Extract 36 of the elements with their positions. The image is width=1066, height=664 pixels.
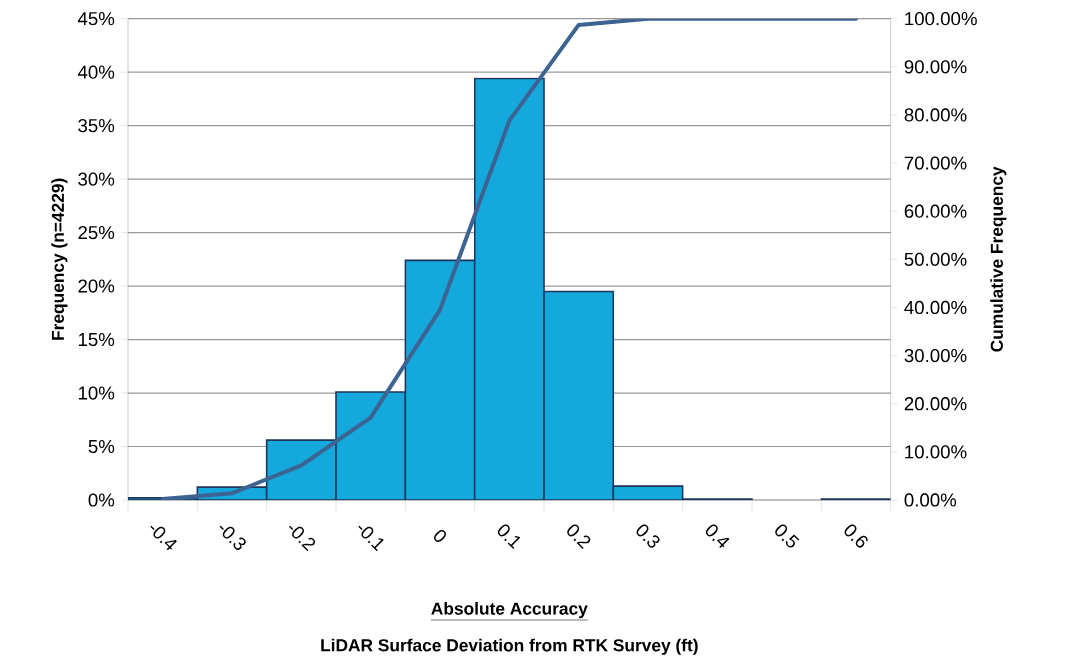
y-tick-label: 45% [77,12,115,26]
y-tick-label: 40% [77,65,115,79]
y-tick-label: 0% [88,493,115,507]
y2-tick-label: 20.00% [904,397,967,411]
y2-tick-label: 60.00% [904,204,967,218]
y-tick-label: 30% [78,172,115,186]
y-tick-label: 25% [78,225,115,240]
x-tick-label: 0.6 [844,524,868,548]
y-tick-label: 5% [88,439,115,454]
x-tick-label: 0.4 [705,524,730,549]
y-tick-label: 20% [78,279,115,293]
y2-tick-label: 50.00% [904,252,967,266]
x-tick-label: -0.3 [219,525,246,550]
y-axis-title: Frequency (n=4229) [51,178,68,340]
x-tick-label: 0.1 [497,524,521,550]
x-tick-label: -0.2 [289,525,316,552]
x-tick-label: 0.5 [775,524,800,548]
y2-tick-label: 10.00% [905,445,967,459]
y2-tick-label: 90.00% [904,60,967,74]
x-tick-label: 0.3 [636,524,660,548]
y-tick-label: 10% [78,386,115,400]
text: LiDAR Surface Deviation from RTK Survey (ft) [321,638,698,655]
y2-tick-label: 30.00% [904,348,967,363]
y-tick-label: 35% [78,119,115,133]
x-axis-title: Absolute Accuracy [431,601,588,619]
x-tick-label: -0.1 [358,525,384,552]
y2-tick-label: 80.00% [904,108,967,122]
y2-tick-label: 40.00% [904,300,967,315]
y2-tick-label: 100.00% [905,12,977,26]
x-tick-label: -0.4 [150,525,177,551]
y2-tick-label: 70.00% [904,156,967,170]
y2-axis-title: Cumulative Frequency [990,166,1007,352]
y-tick-label: 15% [78,332,115,347]
x-tick-label: 0 [434,530,446,542]
x-tick-label: 0.2 [567,524,591,550]
y2-tick-label: 0.00% [904,493,957,507]
